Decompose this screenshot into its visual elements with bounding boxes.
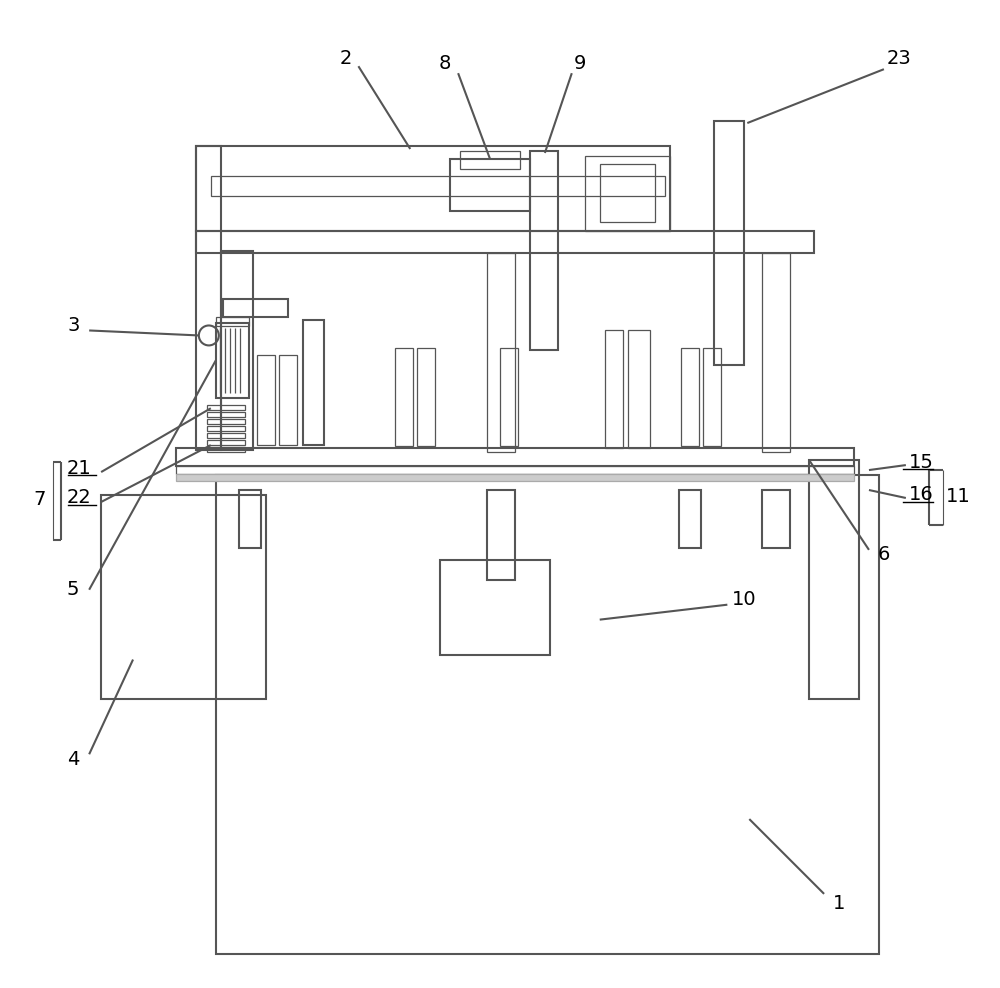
Bar <box>762 490 790 548</box>
Bar <box>176 449 854 466</box>
Bar <box>216 475 879 953</box>
Text: 22: 22 <box>67 488 92 508</box>
Text: 15: 15 <box>909 453 934 471</box>
Bar <box>221 251 253 451</box>
Bar <box>417 349 435 447</box>
Bar <box>216 323 249 398</box>
Bar <box>500 349 518 447</box>
Bar <box>207 412 245 417</box>
Text: 8: 8 <box>439 53 451 73</box>
Text: 11: 11 <box>946 487 971 507</box>
Bar <box>600 164 655 221</box>
Bar <box>211 176 665 196</box>
Text: 16: 16 <box>909 485 934 505</box>
Text: 3: 3 <box>67 316 79 335</box>
Bar <box>585 156 670 231</box>
Bar <box>440 560 550 654</box>
Bar <box>223 298 288 316</box>
Bar <box>303 320 324 446</box>
Text: 10: 10 <box>732 590 757 610</box>
Text: 5: 5 <box>67 580 79 600</box>
Bar <box>460 151 520 169</box>
Bar <box>101 495 266 700</box>
Text: 4: 4 <box>67 750 79 769</box>
Bar <box>196 146 670 231</box>
Bar <box>207 433 245 438</box>
Bar <box>207 448 245 453</box>
Bar <box>176 474 854 481</box>
Text: 6: 6 <box>878 545 890 564</box>
Bar <box>216 316 249 326</box>
Bar <box>681 349 699 447</box>
Bar <box>279 356 297 446</box>
Bar <box>762 253 790 453</box>
Bar <box>176 466 854 474</box>
Bar <box>239 490 261 548</box>
Bar <box>809 460 859 700</box>
Bar <box>703 349 721 447</box>
Bar <box>196 146 221 451</box>
Bar <box>530 151 558 351</box>
Bar <box>395 349 413 447</box>
Text: 9: 9 <box>574 53 586 73</box>
Bar <box>196 231 814 253</box>
Bar <box>679 490 701 548</box>
Text: 23: 23 <box>887 48 911 68</box>
Bar <box>487 490 515 580</box>
Bar <box>207 419 245 424</box>
Text: 1: 1 <box>833 894 845 913</box>
Bar <box>450 159 530 210</box>
Bar <box>714 122 744 366</box>
Text: 7: 7 <box>33 490 45 510</box>
Text: 21: 21 <box>67 458 92 477</box>
Bar <box>207 440 245 446</box>
Text: 2: 2 <box>339 48 352 68</box>
Bar <box>257 356 275 446</box>
Bar <box>207 405 245 410</box>
Bar <box>207 426 245 431</box>
Bar <box>605 330 623 449</box>
Bar <box>628 330 650 449</box>
Bar <box>487 253 515 453</box>
